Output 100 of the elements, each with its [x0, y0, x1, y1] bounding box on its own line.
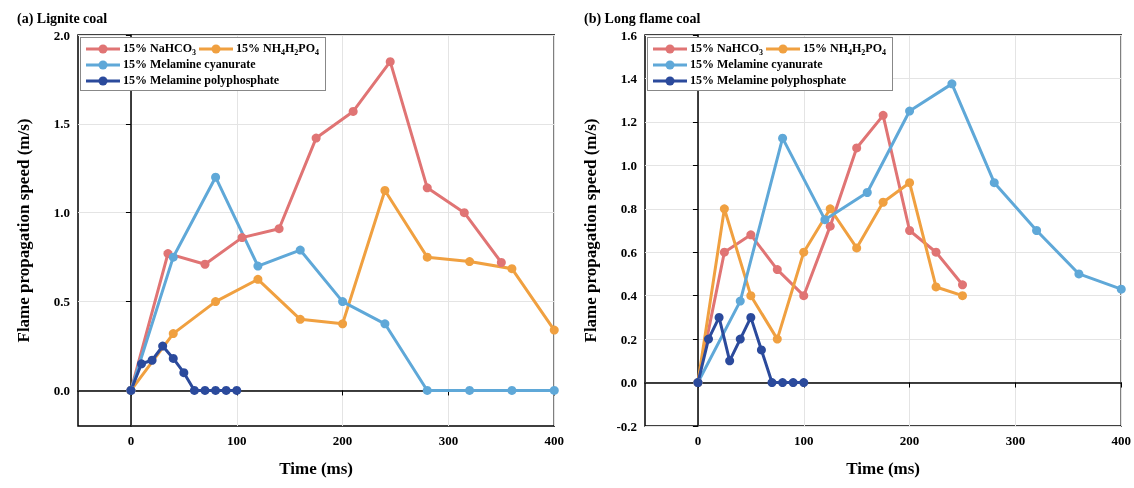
point [725, 356, 735, 366]
point [232, 385, 242, 395]
legend-label: 15% Melamine polyphosphate [690, 73, 847, 87]
point [799, 378, 809, 388]
x-tick-label: 300 [438, 433, 459, 448]
point [380, 186, 390, 196]
point [778, 133, 788, 143]
point [338, 319, 348, 329]
x-tick-label: 100 [227, 433, 247, 448]
point [211, 385, 221, 395]
point [778, 378, 788, 388]
y-axis-title: Flame propagation speed (m/s) [14, 118, 33, 343]
point [211, 172, 221, 182]
y-tick-label: 0.2 [620, 331, 637, 347]
point [168, 252, 178, 262]
x-axis-title: Time (ms) [846, 459, 921, 478]
point [1074, 269, 1084, 279]
legend-label: 15% Melamine cyanurate [123, 57, 256, 71]
point [735, 334, 745, 344]
point [772, 334, 782, 344]
point [788, 378, 798, 388]
point [931, 247, 941, 257]
x-tick-label: 400 [1111, 433, 1131, 448]
y-tick-label: 2.0 [53, 27, 70, 43]
point [767, 378, 777, 388]
point [905, 226, 915, 235]
point [862, 187, 872, 197]
point [825, 221, 835, 231]
point [735, 296, 745, 306]
legend-label: 15% NH$_{4}$H$_{2}$PO$_{4}$ [236, 41, 320, 58]
x-tick-label: 300 [1005, 433, 1026, 448]
point [348, 106, 358, 116]
legend-label: 15% Melamine cyanurate [690, 57, 823, 71]
point [200, 259, 210, 269]
point [905, 178, 915, 188]
point [549, 325, 559, 335]
y-axis-title: Flame propagation speed (m/s) [581, 118, 600, 343]
point [380, 319, 390, 329]
point [878, 197, 888, 207]
legend-label: 15% NaHCO$_{3}$ [123, 41, 196, 58]
point [756, 345, 766, 355]
point [147, 355, 157, 365]
point [746, 312, 756, 322]
x-tick-label: 0 [694, 433, 702, 448]
point [385, 57, 395, 67]
point [158, 341, 168, 351]
point [772, 265, 782, 275]
point [422, 252, 432, 262]
point [714, 312, 724, 322]
point [200, 385, 210, 395]
point [958, 280, 967, 290]
point [338, 297, 348, 307]
point [1032, 226, 1042, 235]
point [958, 291, 967, 301]
x-axis-title: Time (ms) [279, 459, 354, 478]
point [852, 143, 862, 153]
point [1116, 284, 1126, 294]
point [422, 183, 432, 193]
chart-title: (a) Lignite coal [17, 10, 108, 27]
point [221, 385, 231, 395]
point [179, 368, 189, 378]
point [422, 385, 432, 395]
point [311, 133, 321, 143]
y-tick-label: 0.0 [53, 382, 70, 398]
y-tick-label: 0.6 [620, 244, 638, 260]
point [496, 257, 506, 267]
point [947, 79, 957, 89]
legend-label: 15% Melamine polyphosphate [123, 73, 280, 87]
y-tick-label: 1.4 [620, 70, 638, 86]
point [295, 245, 305, 255]
point [905, 106, 915, 116]
y-tick-label: 1.6 [620, 27, 638, 43]
y-tick-label: 1.2 [620, 114, 637, 130]
point [137, 359, 146, 369]
legend-label: 15% NH$_{4}$H$_{2}$PO$_{4}$ [803, 41, 887, 58]
point [825, 204, 835, 214]
point [189, 385, 199, 395]
point [465, 385, 475, 395]
point [507, 385, 517, 395]
point [253, 274, 263, 284]
y-tick-label: 0.4 [620, 288, 638, 304]
point [931, 282, 941, 292]
point [719, 247, 729, 257]
point [704, 334, 713, 344]
point [799, 247, 809, 257]
y-tick-label: -0.2 [616, 418, 637, 434]
point [989, 178, 999, 188]
point [168, 329, 178, 339]
chart-title: (b) Long flame coal [584, 10, 701, 27]
point [253, 261, 263, 271]
x-tick-label: 200 [899, 433, 920, 448]
point [459, 208, 469, 218]
point [507, 264, 517, 274]
point [168, 353, 178, 363]
point [274, 224, 284, 234]
x-tick-label: 200 [332, 433, 353, 448]
point [746, 291, 756, 301]
point [878, 110, 888, 120]
y-tick-label: 1.5 [53, 116, 71, 132]
y-tick-label: 0.8 [620, 201, 638, 217]
